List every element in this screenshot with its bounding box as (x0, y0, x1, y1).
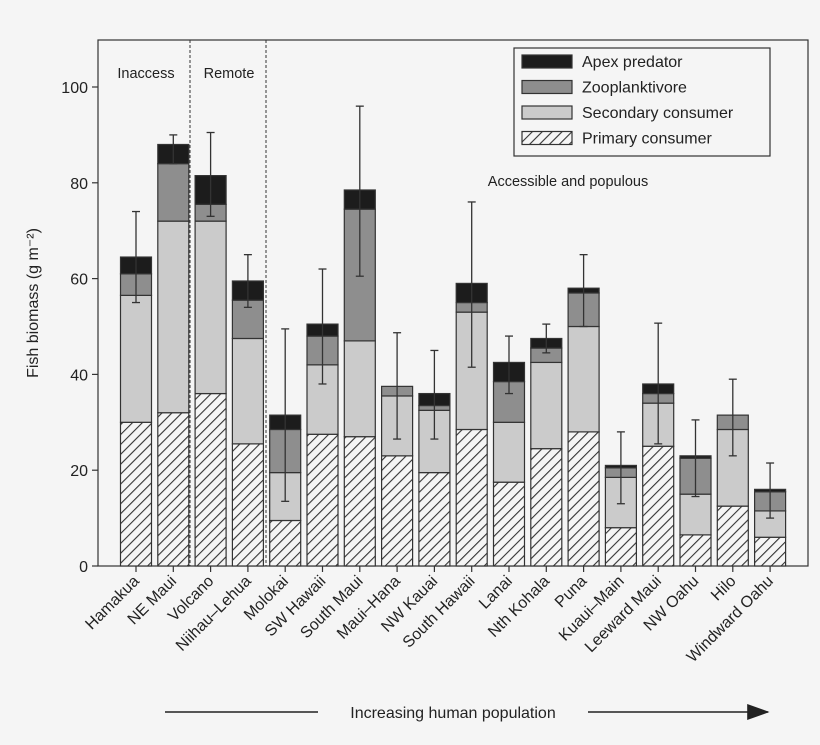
bar-primary-consumer-kuaui-main (604, 527, 638, 567)
error-bar-windward-oahu (766, 462, 775, 519)
error-bar-molokai (281, 328, 290, 502)
bar-secondary-consumer-south-maui (343, 340, 376, 438)
bar-primary-consumer-nw-oahu (679, 534, 712, 567)
bar-primary-consumer-maui-hana (381, 455, 414, 567)
bar-secondary-consumer-nw-kauai (418, 409, 451, 474)
bar-primary-consumer-lanai (492, 481, 526, 567)
bar-primary-consumer-niihau-lehua (231, 443, 264, 567)
legend-swatch-zooplanktivore (521, 79, 573, 95)
error-bar-hilo (728, 378, 737, 457)
bar-primary-consumer-hilo (716, 505, 749, 567)
bar-primary-consumer-windward-oahu (753, 536, 787, 567)
error-bar-niihau-lehua (243, 253, 252, 308)
legend-label-apex-predator: Apex predator (582, 54, 683, 71)
y-tick-label: 80 (70, 176, 88, 193)
bar-primary-consumer-nth-kohala (530, 448, 563, 567)
bar-secondary-consumer-ne-maui (157, 220, 190, 414)
legend-swatch-secondary-consumer (521, 105, 573, 120)
error-bar-south-hawaii (467, 201, 476, 368)
bar-primary-consumer-south-hawaii (455, 428, 488, 567)
bar-secondary-consumer-niihau-lehua (231, 337, 264, 445)
bar-secondary-consumer-volcano (194, 220, 227, 395)
error-bar-leeward-maui (654, 322, 663, 445)
group-label-remote: Remote (204, 66, 255, 82)
y-tick-label: 0 (79, 559, 88, 576)
bar-primary-consumer-leeward-maui (642, 445, 675, 567)
bar-zooplanktivore-ne-maui (157, 163, 190, 222)
group-label-inaccess: Inaccess (117, 66, 174, 82)
legend-swatch-apex-predator (521, 54, 573, 69)
bar-primary-consumer-sw-hawaii (306, 433, 339, 567)
error-bar-volcano (206, 131, 215, 217)
error-bar-nw-oahu (691, 419, 700, 498)
error-bar-sw-hawaii (318, 268, 327, 385)
legend-label-primary-consumer: Primary consumer (582, 131, 712, 148)
legend: Apex predator Zooplanktivore Secondary con… (513, 47, 771, 157)
bar-secondary-consumer-nth-kohala (530, 361, 563, 450)
legend-label-zooplanktivore: Zooplanktivore (582, 80, 687, 97)
error-bar-hamakua (132, 210, 140, 304)
bar-primary-consumer-ne-maui (157, 412, 190, 567)
error-bar-south-maui (355, 105, 364, 277)
error-bar-ne-maui (169, 134, 178, 165)
error-bar-kuaui-main (616, 431, 625, 505)
plot-frame (97, 39, 809, 567)
bar-primary-consumer-molokai (269, 519, 302, 567)
y-tick-label: 100 (61, 80, 88, 97)
x-tick-label: Hilo (708, 573, 740, 605)
y-tick-label: 40 (70, 367, 88, 384)
bar-secondary-consumer-lanai (492, 421, 526, 483)
y-axis-label: Fish biomass (g m⁻²) (25, 228, 42, 378)
error-bar-maui-hana (393, 332, 402, 440)
bar-primary-consumer-volcano (194, 392, 227, 567)
error-bar-nw-kauai (430, 349, 439, 440)
bar-primary-consumer-nw-kauai (418, 471, 451, 567)
x-axis-label: Increasing human population (350, 705, 555, 722)
bar-primary-consumer-hamakua (119, 421, 153, 567)
bar-primary-consumer-south-maui (343, 436, 376, 567)
y-tick-label: 60 (70, 272, 88, 289)
group-label-accessible-and-populous: Accessible and populous (488, 174, 648, 190)
error-bar-lanai (505, 335, 513, 395)
bar-secondary-consumer-puna (567, 325, 600, 433)
legend-label-secondary-consumer: Secondary consumer (582, 105, 734, 122)
legend-swatch-primary-consumer (521, 130, 573, 146)
bar-secondary-consumer-hamakua (119, 294, 153, 423)
bar-primary-consumer-puna (567, 431, 600, 567)
error-bar-nth-kohala (542, 323, 551, 354)
bar-secondary-consumer-nw-oahu (679, 493, 712, 536)
y-tick-label: 20 (70, 463, 88, 480)
error-bar-puna (579, 253, 588, 328)
